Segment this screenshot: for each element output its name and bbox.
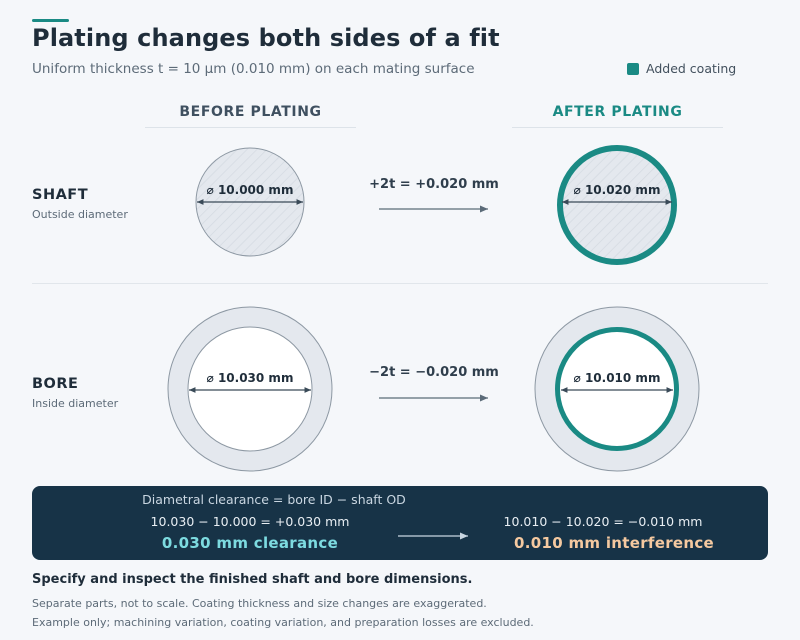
example-note: Example only; machining variation, coati… <box>32 616 534 629</box>
title-accent-bar <box>32 19 69 22</box>
shaft-sublabel: Outside diameter <box>32 208 128 221</box>
column-heading-after: AFTER PLATING <box>552 104 683 120</box>
shaft-delta-label: +2t = +0.020 mm <box>369 177 499 192</box>
bore-sublabel: Inside diameter <box>32 397 119 410</box>
summary-before-equation: 10.030 − 10.000 = +0.030 mm <box>150 514 350 529</box>
bore-label: BORE <box>32 376 79 392</box>
page-subtitle: Uniform thickness t = 10 µm (0.010 mm) o… <box>32 61 475 77</box>
bore-after-coating <box>555 327 679 451</box>
shaft-after-body <box>563 151 671 259</box>
legend-swatch <box>627 62 639 75</box>
scale-note: Separate parts, not to scale. Coating th… <box>32 597 487 610</box>
summary-after-equation: 10.010 − 10.020 = −0.010 mm <box>503 514 703 529</box>
bore-before-hole <box>187 326 313 452</box>
bore-before <box>167 306 333 472</box>
legend-label: Added coating <box>646 61 737 76</box>
bore-before-dimension: ⌀ 10.030 mm <box>206 371 294 385</box>
legend: Added coating <box>627 61 736 76</box>
specification-note: Specify and inspect the finished shaft a… <box>32 572 473 587</box>
shaft-label: SHAFT <box>32 187 89 203</box>
summary-before-result: 0.030 mm clearance <box>161 534 339 552</box>
row-divider <box>32 283 768 284</box>
column-rule-after <box>512 127 723 128</box>
shaft-row-label: SHAFT Outside diameter <box>32 187 128 221</box>
bore-after-dimension: ⌀ 10.010 mm <box>573 371 661 385</box>
page-title: Plating changes both sides of a fit <box>32 24 500 52</box>
shaft-after <box>557 145 677 265</box>
column-rule-before <box>145 127 356 128</box>
shaft-before <box>195 147 305 257</box>
bore-row-label: BORE Inside diameter <box>32 376 118 410</box>
summary-arrow <box>398 532 468 540</box>
summary-after-result: 0.010 mm interference <box>513 534 715 552</box>
shaft-before-dimension: ⌀ 10.000 mm <box>206 183 294 197</box>
shaft-after-dimension: ⌀ 10.020 mm <box>573 183 661 197</box>
summary-header: Diametral clearance = bore ID − shaft OD <box>142 492 406 507</box>
clearance-summary-panel: Diametral clearance = bore ID − shaft OD… <box>32 486 768 560</box>
shaft-after-coating <box>557 145 677 265</box>
bore-delta-label: −2t = −0.020 mm <box>369 365 499 380</box>
column-heading-before: BEFORE PLATING <box>179 104 322 120</box>
bore-after <box>534 306 700 472</box>
